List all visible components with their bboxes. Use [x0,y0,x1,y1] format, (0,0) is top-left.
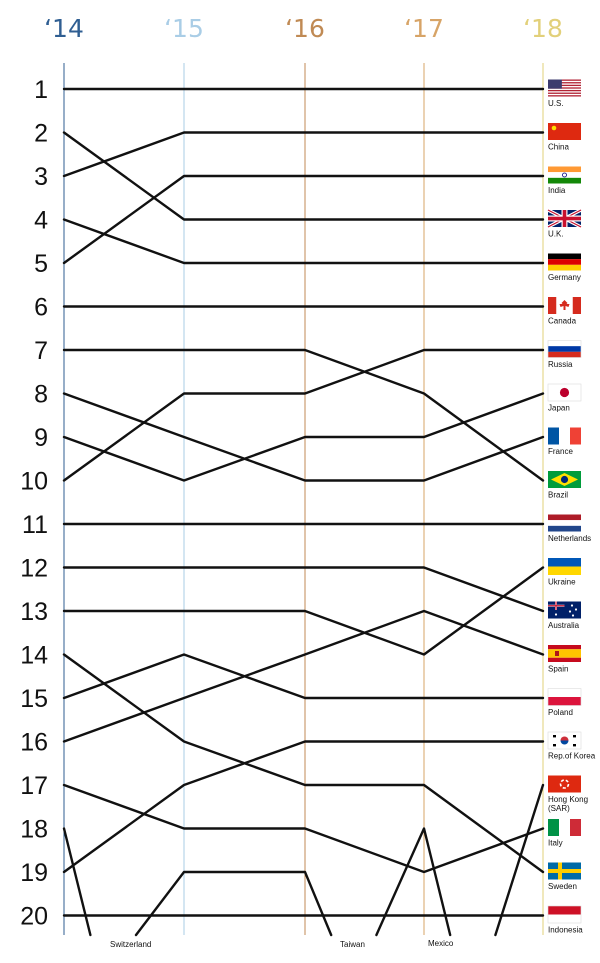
country-label-ukraine: Ukraine [548,578,576,587]
flag-hong-kong-sar-icon [548,775,581,793]
country-label-hong-kong-sar: Hong Kong (SAR) [548,795,588,813]
series-line-spain [62,609,545,743]
rank-label-16: 16 [20,729,48,757]
series-line-u-k [62,131,545,221]
dropout-label-mexico: Mexico [428,939,454,948]
dropout-labels: Switzerland Taiwan Mexico [110,939,454,949]
series-line-china [62,131,545,178]
flag-france-icon [548,427,581,445]
year-label-2014: ‘14 [44,14,84,43]
rank-label-8: 8 [34,381,48,409]
country-label-brazil: Brazil [548,491,568,500]
series-lines [62,87,545,937]
country-flags [547,79,582,924]
rank-label-15: 15 [20,685,48,713]
country-label-u-k: U.K. [548,230,564,239]
flag-u-k-icon [547,208,582,229]
country-label-russia: Russia [548,360,573,369]
series-line-france [62,392,545,482]
country-label-germany: Germany [548,273,581,282]
rank-label-7: 7 [34,337,48,365]
rank-label-4: 4 [34,207,48,235]
country-label-japan: Japan [548,404,570,413]
year-label-2017: ‘17 [404,14,444,43]
year-label-2018: ‘18 [523,14,563,43]
series-line-taiwan [134,870,333,937]
rank-label-11: 11 [22,511,48,539]
rank-label-9: 9 [34,424,48,452]
flag-ukraine-icon [548,558,581,575]
country-label-netherlands: Netherlands [548,534,591,543]
country-label-poland: Poland [548,708,573,717]
country-label-india: India [548,186,566,195]
year-labels: ‘14 ‘15 ‘16 ‘17 ‘18 [44,14,563,43]
rank-label-19: 19 [20,859,48,887]
series-line-italy [62,783,545,874]
series-line-rep-of-korea [62,740,545,874]
flag-italy-icon [548,819,581,836]
country-label-australia: Australia [548,621,580,630]
rank-label-10: 10 [20,468,48,496]
flag-spain-icon [548,645,581,662]
country-label-rep-of-korea: Rep.of Korea [548,752,596,761]
flag-rep-of-korea-icon [547,731,582,750]
flag-japan-icon [547,383,582,402]
rank-label-2: 2 [34,120,48,148]
rank-label-3: 3 [34,163,48,191]
series-line-japan [62,392,545,482]
year-label-2015: ‘15 [164,14,204,43]
rank-label-20: 20 [20,903,48,931]
flag-canada-icon [548,297,581,314]
flag-poland-icon [547,688,582,706]
series-line-hong-kong-sar [494,783,545,937]
flag-netherlands-icon [548,514,581,532]
series-line-germany [62,218,545,265]
rank-label-5: 5 [34,250,48,278]
flag-indonesia-icon [547,905,582,924]
rank-label-12: 12 [20,555,48,583]
rank-label-6: 6 [34,294,48,322]
year-axes [63,63,544,935]
series-line-brazil [62,348,545,482]
series-line-india [62,174,545,265]
year-label-2016: ‘16 [285,14,325,43]
series-line-russia [62,348,545,482]
series-line-mexico [375,827,452,937]
rank-label-13: 13 [20,598,48,626]
country-label-sweden: Sweden [548,882,577,891]
rank-label-18: 18 [20,816,48,844]
flag-u-s-icon [548,79,581,97]
country-label-china: China [548,143,569,152]
dropout-label-taiwan: Taiwan [340,940,365,949]
country-label-indonesia: Indonesia [548,926,583,935]
series-line-switzerland [62,827,92,937]
country-label-spain: Spain [548,665,568,674]
country-label-canada: Canada [548,317,577,326]
flag-india-icon [548,166,581,184]
flag-china-icon [548,123,581,140]
dropout-label-switzerland: Switzerland [110,940,151,949]
series-line-poland [62,653,545,700]
flag-australia-icon [548,601,581,619]
country-labels: U.S. China India U.K. Germany Canada Brazil Jap… [548,99,596,935]
series-line-australia [62,566,545,613]
country-label-italy: Italy [548,839,563,848]
flag-sweden-icon [548,862,581,880]
series-line-sweden [62,653,545,874]
series-line-ukraine [62,566,545,656]
rank-label-1: 1 [34,76,48,104]
flag-germany-icon [548,253,581,271]
country-label-u-s: U.S. [548,99,564,108]
flag-brazil-icon [548,471,581,488]
country-label-france: France [548,447,573,456]
flag-russia-icon [547,340,582,358]
rank-label-14: 14 [20,642,48,670]
rank-label-17: 17 [20,772,48,800]
